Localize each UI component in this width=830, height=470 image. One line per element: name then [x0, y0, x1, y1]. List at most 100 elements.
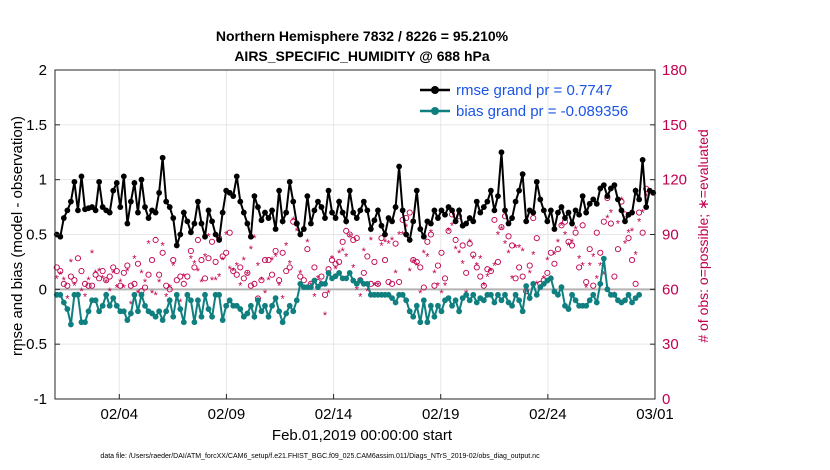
evaluated-count-marker: * — [390, 235, 395, 247]
possible-count-marker — [371, 258, 378, 265]
bias-point — [555, 291, 561, 298]
bias-point — [512, 291, 519, 298]
possible-count-marker — [636, 209, 643, 216]
possible-count-marker — [374, 280, 381, 287]
evaluated-count-marker: * — [295, 226, 300, 238]
possible-count-marker — [81, 280, 89, 287]
possible-count-marker — [166, 286, 173, 293]
evaluated-count-marker: * — [457, 248, 462, 260]
bias-point — [420, 297, 427, 304]
evaluated-count-marker: * — [256, 261, 261, 273]
rmse-point — [586, 200, 593, 207]
evaluated-count-marker: * — [616, 219, 621, 231]
possible-count-marker — [491, 216, 498, 223]
possible-count-marker — [459, 242, 466, 249]
evaluated-count-marker: * — [143, 277, 148, 289]
bias-point — [336, 269, 343, 276]
bias-point — [180, 319, 187, 326]
rmse-point — [138, 176, 145, 183]
rmse-point — [509, 215, 515, 221]
bias-point — [629, 299, 635, 306]
possible-count-marker — [159, 249, 166, 256]
possible-count-marker — [487, 268, 494, 275]
bias-point — [184, 291, 191, 298]
evaluated-count-marker: * — [72, 281, 77, 293]
bias-point — [110, 295, 117, 302]
bias-point — [57, 291, 64, 298]
possible-count-marker — [463, 269, 470, 276]
rmse-point — [382, 231, 388, 238]
possible-count-marker — [629, 257, 636, 264]
possible-count-marker — [547, 249, 554, 256]
possible-count-marker — [230, 268, 237, 275]
evaluated-count-marker: * — [330, 253, 335, 265]
possible-count-marker — [89, 282, 96, 289]
evaluated-count-marker: * — [355, 284, 360, 296]
possible-count-marker — [297, 273, 304, 280]
evaluated-count-marker: * — [259, 275, 264, 287]
bias-point — [565, 306, 572, 312]
rmse-point — [131, 180, 138, 186]
rmse-point — [202, 233, 208, 240]
possible-count-marker — [593, 229, 600, 236]
rmse-point — [170, 215, 177, 221]
evaluated-count-marker: * — [408, 266, 413, 278]
evaluated-count-marker: * — [90, 248, 95, 260]
evaluated-count-marker: * — [298, 268, 303, 280]
bias-point — [106, 302, 113, 309]
evaluated-count-marker: * — [238, 281, 243, 293]
possible-count-marker — [569, 242, 576, 249]
bias-point — [346, 269, 353, 276]
evaluated-count-marker: * — [418, 288, 423, 300]
possible-count-marker — [385, 278, 392, 286]
bias-point — [159, 317, 166, 323]
possible-count-marker — [240, 275, 247, 282]
possible-count-marker — [251, 280, 258, 287]
evaluated-count-marker: * — [122, 283, 127, 295]
rmse-point — [307, 220, 314, 227]
bias-point — [600, 255, 607, 262]
rmse-point — [473, 198, 480, 205]
evaluated-count-marker: * — [510, 273, 515, 285]
legend-rmse-marker — [431, 86, 439, 94]
rmse-point — [336, 198, 343, 205]
bias-point — [286, 302, 293, 309]
evaluated-count-marker: * — [224, 230, 229, 242]
rmse-point — [286, 178, 293, 185]
y-axis-label: rmse and bias (model - observation) — [9, 116, 26, 356]
possible-count-marker — [134, 260, 141, 267]
evaluated-count-marker: * — [288, 259, 293, 271]
y-tick-label: 2 — [39, 62, 47, 79]
rmse-point — [579, 193, 586, 200]
possible-count-marker — [321, 291, 329, 298]
y-right-tick-label: 120 — [662, 172, 687, 189]
possible-count-marker — [600, 218, 607, 225]
y-right-tick-label: 90 — [662, 227, 679, 244]
rmse-point — [318, 204, 325, 210]
possible-count-marker — [156, 271, 163, 278]
bias-point — [170, 313, 177, 320]
possible-count-marker — [424, 238, 431, 245]
possible-count-marker — [378, 235, 385, 242]
rmse-point — [438, 207, 445, 214]
evaluated-count-marker: * — [556, 237, 561, 249]
bias-point — [389, 295, 395, 302]
evaluated-count-marker: * — [545, 255, 550, 267]
evaluated-count-marker: * — [383, 237, 388, 249]
bias-point — [410, 313, 417, 320]
bias-point — [283, 310, 290, 317]
possible-count-marker — [360, 269, 367, 276]
evaluated-count-marker: * — [482, 281, 487, 293]
rmse-point — [477, 209, 484, 216]
rmse-point — [251, 193, 258, 200]
possible-count-marker — [505, 233, 512, 240]
rmse-point — [375, 207, 381, 214]
rmse-point — [583, 209, 590, 216]
y-right-tick-label: 60 — [662, 281, 679, 298]
evaluated-count-marker: * — [577, 253, 582, 265]
evaluated-count-marker: * — [351, 262, 356, 274]
evaluated-count-marker: * — [305, 237, 310, 249]
y-right-tick-label: 180 — [662, 62, 687, 79]
possible-count-marker — [276, 277, 283, 284]
evaluated-count-marker: * — [348, 231, 353, 243]
